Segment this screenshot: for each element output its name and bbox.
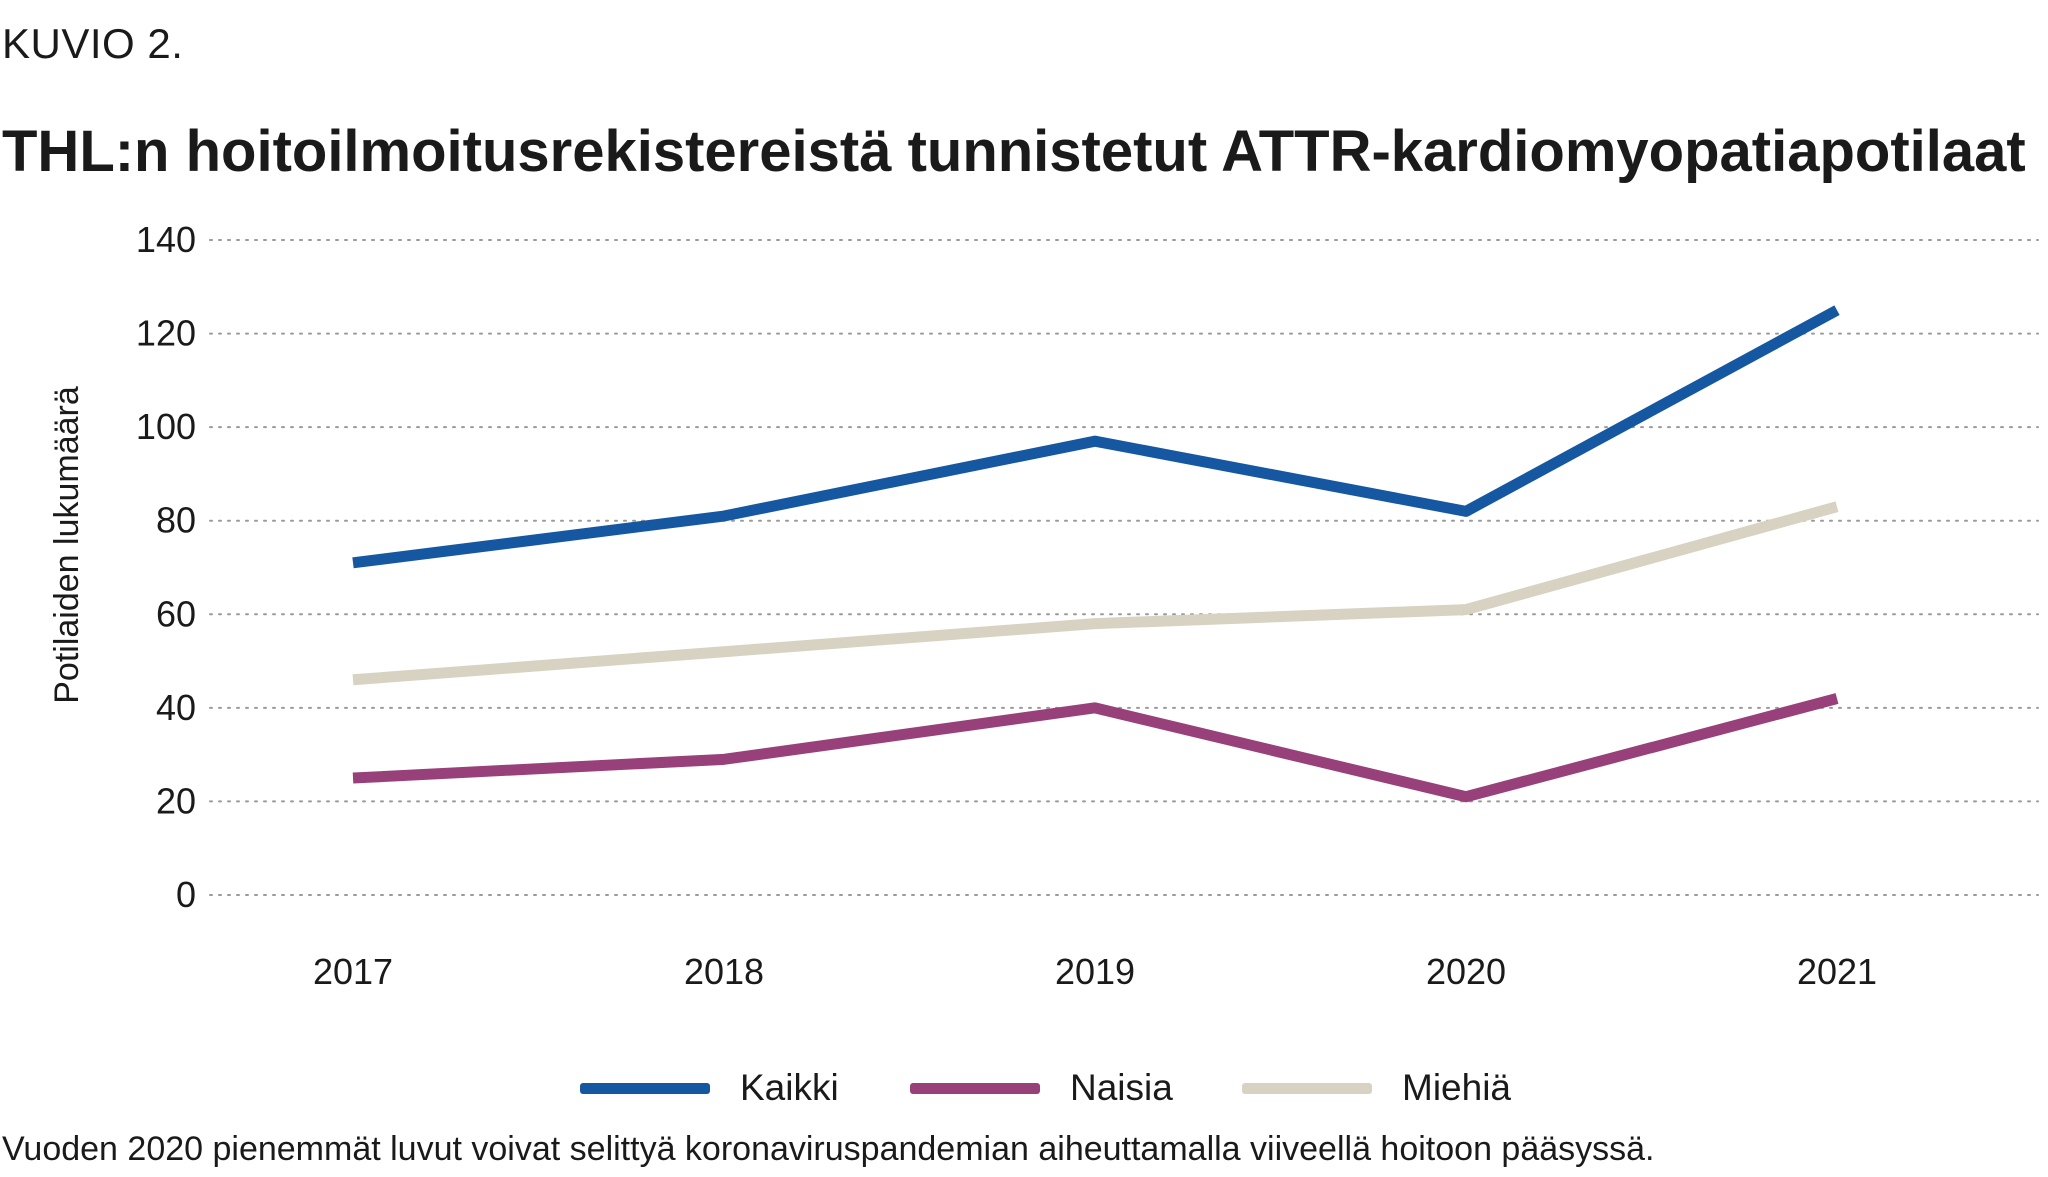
grid-lines (209, 239, 2039, 896)
y-tick-label: 20 (156, 780, 196, 821)
legend-item: Kaikki (580, 1058, 839, 1118)
legend-label: Naisia (1070, 1067, 1173, 1108)
y-tick-label: 40 (156, 687, 196, 728)
series-line-miehiä (352, 501, 1839, 686)
y-tick-label: 0 (176, 874, 196, 915)
legend: Kaikki Naisia Miehiä (0, 1058, 2048, 1118)
y-axis-ticks: 0 20 40 60 80 100 120 140 (136, 219, 196, 915)
x-tick-label: 2019 (1055, 951, 1135, 992)
legend-item: Miehiä (1242, 1058, 1511, 1118)
series-lines (352, 305, 1840, 803)
y-tick-label: 140 (136, 219, 196, 260)
y-tick-label: 120 (136, 313, 196, 354)
chart-title: THL:n hoitoilmoitusrekistereistä tunnist… (2, 119, 2026, 184)
x-tick-label: 2017 (313, 951, 393, 992)
legend-label: Kaikki (740, 1067, 839, 1108)
legend-swatch (910, 1082, 1040, 1094)
series-line-kaikki (352, 305, 1840, 569)
figure-label: KUVIO 2. (2, 20, 184, 67)
y-axis-title: Potilaiden lukumäärä (48, 386, 86, 704)
x-tick-label: 2018 (684, 951, 764, 992)
legend-swatch (580, 1082, 710, 1094)
legend-item: Naisia (910, 1058, 1173, 1118)
x-axis-ticks: 2017 2018 2019 2020 2021 (313, 951, 1877, 992)
footnote: Vuoden 2020 pienemmät luvut voivat selit… (2, 1130, 1655, 1168)
y-tick-label: 60 (156, 593, 196, 634)
x-tick-label: 2021 (1797, 951, 1877, 992)
y-tick-label: 80 (156, 500, 196, 541)
x-tick-label: 2020 (1426, 951, 1506, 992)
series-line-naisia (352, 693, 1839, 803)
legend-label: Miehiä (1402, 1067, 1511, 1108)
y-tick-label: 100 (136, 406, 196, 447)
legend-swatch (1242, 1082, 1372, 1094)
